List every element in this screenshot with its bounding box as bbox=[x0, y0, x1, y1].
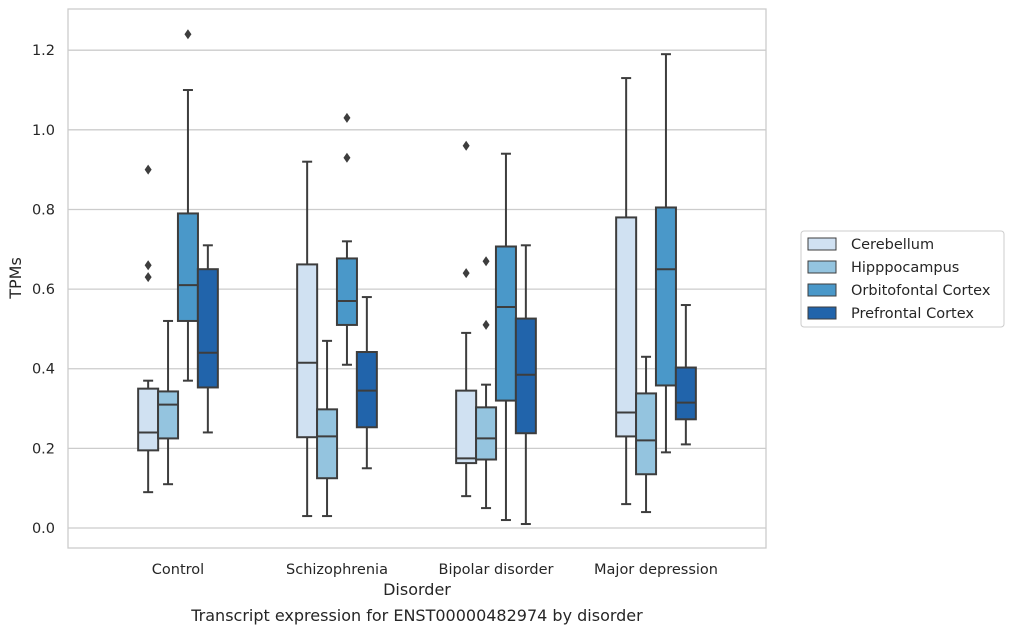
box-orbitofontal-cortex bbox=[176, 29, 199, 382]
box-body bbox=[455, 389, 478, 465]
box-prefrontal-cortex bbox=[355, 296, 378, 470]
box-cerebellum bbox=[615, 77, 638, 506]
outlier-point bbox=[144, 260, 152, 271]
boxes-group bbox=[137, 29, 697, 526]
outlier-point bbox=[184, 29, 192, 40]
box-body bbox=[475, 406, 498, 461]
legend-label: Cerebellum bbox=[851, 237, 934, 253]
legend-frame bbox=[800, 230, 1005, 328]
legend: Cerebellum Hipppocampus Orbitofontal Corte… bbox=[800, 230, 1005, 328]
box-cerebellum bbox=[455, 140, 478, 498]
outlier-point bbox=[144, 272, 152, 283]
legend-label: Orbitofontal Cortex bbox=[851, 283, 991, 299]
outlier-point bbox=[482, 256, 490, 267]
figure-caption: Transcript expression for ENST0000048297… bbox=[191, 606, 643, 625]
outlier-point bbox=[462, 268, 470, 279]
x-tick-labels: Control Schizophrenia Bipolar disorder Majo… bbox=[152, 562, 718, 578]
box-body bbox=[296, 263, 319, 439]
legend-label: Hipppocampus bbox=[851, 260, 959, 276]
legend-label: Prefrontal Cortex bbox=[851, 306, 974, 322]
legend-swatch bbox=[807, 260, 837, 274]
y-tick-label: 1.2 bbox=[32, 43, 55, 59]
box-body bbox=[615, 216, 638, 438]
x-tick-label: Bipolar disorder bbox=[439, 562, 554, 578]
y-tick-label: 1.0 bbox=[32, 123, 55, 139]
plot-area-frame bbox=[67, 8, 767, 549]
box-body bbox=[196, 268, 219, 389]
y-tick-labels: 0.0 0.2 0.4 0.6 0.8 1.0 1.2 bbox=[32, 43, 55, 537]
box-body bbox=[316, 408, 339, 480]
box-cerebellum bbox=[296, 160, 319, 518]
box-body bbox=[157, 390, 180, 440]
box-body bbox=[635, 392, 658, 476]
box-hipppocampus bbox=[635, 355, 658, 514]
box-orbitofontal-cortex bbox=[335, 112, 358, 366]
outlier-point bbox=[343, 112, 351, 123]
box-body bbox=[176, 212, 199, 322]
outlier-point bbox=[343, 152, 351, 163]
y-tick-label: 0.4 bbox=[32, 362, 55, 378]
box-hipppocampus bbox=[157, 319, 180, 486]
y-tick-label: 0.6 bbox=[32, 282, 55, 298]
box-body bbox=[674, 366, 697, 421]
y-tick-label: 0.8 bbox=[32, 202, 55, 218]
y-tick-label: 0.0 bbox=[32, 521, 55, 537]
box-body bbox=[335, 257, 358, 326]
box-prefrontal-cortex bbox=[674, 304, 697, 446]
legend-swatch bbox=[807, 283, 837, 297]
x-tick-label: Control bbox=[152, 562, 204, 578]
box-cerebellum bbox=[137, 164, 160, 494]
box-prefrontal-cortex bbox=[196, 244, 219, 434]
outlier-point bbox=[482, 319, 490, 330]
box-body bbox=[654, 206, 677, 387]
x-tick-label: Major depression bbox=[594, 562, 718, 578]
box-orbitofontal-cortex bbox=[494, 152, 517, 522]
y-tick-label: 0.2 bbox=[32, 441, 55, 457]
legend-swatch bbox=[807, 306, 837, 320]
x-axis-label: Disorder bbox=[383, 580, 451, 599]
box-body bbox=[514, 317, 537, 435]
legend-swatch bbox=[807, 237, 837, 251]
box-prefrontal-cortex bbox=[514, 244, 537, 526]
x-tick-label: Schizophrenia bbox=[286, 562, 388, 578]
outlier-point bbox=[144, 164, 152, 175]
box-orbitofontal-cortex bbox=[654, 53, 677, 454]
box-hipppocampus bbox=[475, 256, 498, 510]
box-body bbox=[137, 387, 160, 452]
box-hipppocampus bbox=[316, 339, 339, 518]
outlier-point bbox=[462, 140, 470, 151]
y-axis-label: TPMs bbox=[6, 257, 25, 300]
box-body bbox=[494, 245, 517, 402]
